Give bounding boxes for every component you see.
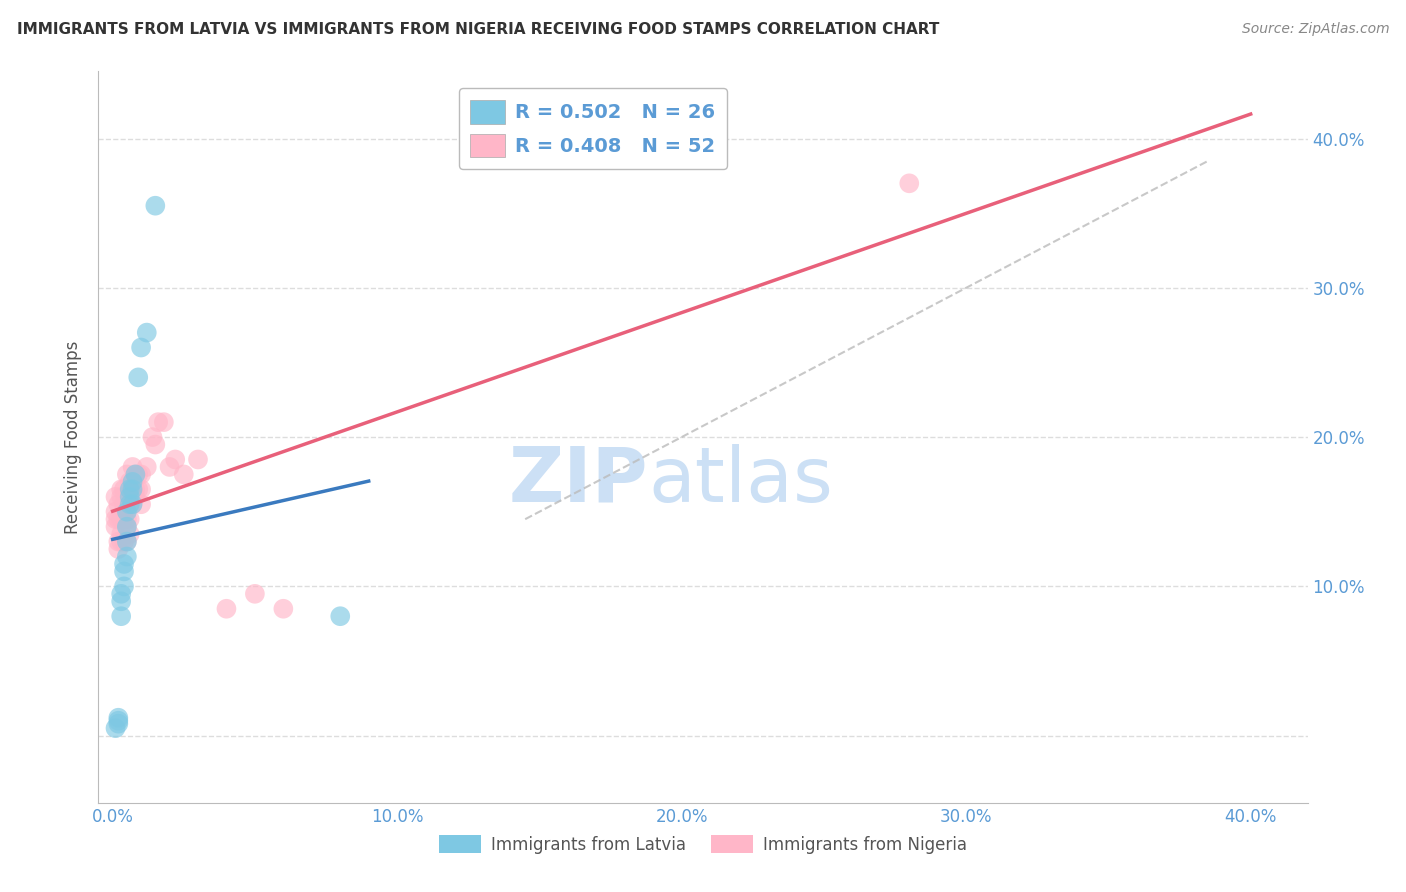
Point [115,512,138,526]
Point [273,601,295,615]
Point [127,467,149,482]
Legend: Immigrants from Latvia, Immigrants from Nigeria: Immigrants from Latvia, Immigrants from … [433,829,973,860]
Point [107,512,129,526]
Point [124,467,146,482]
Point [124,490,146,504]
Point [143,199,166,213]
Point [173,467,195,482]
Point [127,483,149,497]
Point [118,490,141,504]
Text: atlas: atlas [648,444,834,518]
Point [159,459,181,474]
Point [104,721,127,735]
Point [243,587,266,601]
Point [187,452,209,467]
Point [124,467,146,482]
Point [115,519,138,533]
Point [118,527,141,541]
Point [121,475,143,489]
Point [110,527,132,541]
Point [110,490,132,504]
Point [112,565,135,579]
Point [121,490,143,504]
Point [135,459,157,474]
Point [118,483,141,497]
Point [110,609,132,624]
Point [107,542,129,557]
Point [127,370,149,384]
Point [107,711,129,725]
Point [107,714,129,728]
Point [121,497,143,511]
Point [329,609,352,624]
Text: IMMIGRANTS FROM LATVIA VS IMMIGRANTS FROM NIGERIA RECEIVING FOOD STAMPS CORRELAT: IMMIGRANTS FROM LATVIA VS IMMIGRANTS FRO… [17,22,939,37]
Point [124,483,146,497]
Text: Source: ZipAtlas.com: Source: ZipAtlas.com [1241,22,1389,37]
Point [112,557,135,571]
Point [118,475,141,489]
Point [112,534,135,549]
Point [129,497,152,511]
Point [118,490,141,504]
Point [112,497,135,511]
Point [165,452,187,467]
Point [118,512,141,526]
Point [129,483,152,497]
Text: ZIP: ZIP [509,444,648,518]
Point [112,579,135,593]
Point [104,512,127,526]
Point [118,497,141,511]
Point [104,505,127,519]
Point [129,467,152,482]
Point [107,497,129,511]
Point [112,483,135,497]
Point [898,177,921,191]
Point [115,519,138,533]
Point [115,490,138,504]
Y-axis label: Receiving Food Stamps: Receiving Food Stamps [65,341,83,533]
Point [115,549,138,564]
Point [141,430,163,444]
Point [107,534,129,549]
Point [115,534,138,549]
Point [129,341,152,355]
Point [110,483,132,497]
Point [115,505,138,519]
Point [110,512,132,526]
Point [112,512,135,526]
Point [110,534,132,549]
Point [110,587,132,601]
Point [104,519,127,533]
Point [121,459,143,474]
Point [115,497,138,511]
Point [121,483,143,497]
Point [143,437,166,451]
Point [121,497,143,511]
Point [115,467,138,482]
Point [115,534,138,549]
Point [153,415,176,429]
Point [104,490,127,504]
Point [146,415,169,429]
Point [135,326,157,340]
Point [121,475,143,489]
Point [215,601,238,615]
Point [110,594,132,608]
Point [107,716,129,731]
